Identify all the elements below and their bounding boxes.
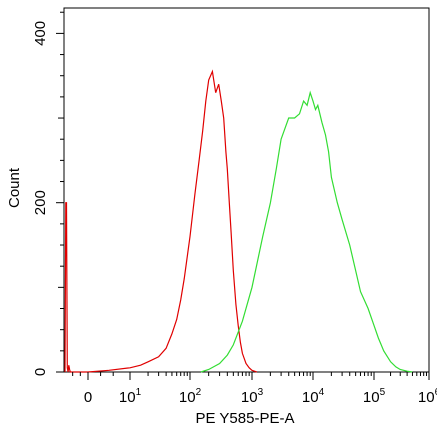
y-tick-label: 400 <box>32 21 49 46</box>
histogram-series-1 <box>64 69 258 373</box>
plot-frame-rect <box>63 7 430 373</box>
histogram-series-2 <box>200 90 413 373</box>
y-axis-label: Count <box>6 167 23 208</box>
x-tick-label: 105 <box>363 387 386 406</box>
x-tick-label: 103 <box>241 387 264 406</box>
y-tick-label: 0 <box>32 368 49 376</box>
y-axis: 0 200 400 <box>32 11 64 376</box>
plot-frame <box>63 7 430 373</box>
y-tick-label: 200 <box>32 190 49 215</box>
x-axis-label: PE Y585-PE-A <box>196 410 295 427</box>
x-tick-label: 0 <box>84 389 92 406</box>
x-tick-label: 102 <box>179 387 202 406</box>
series-layer <box>64 69 413 373</box>
x-axis: 0 101 102 103 104 105 106 <box>72 372 437 406</box>
x-tick-label: 106 <box>418 387 437 406</box>
x-tick-label: 101 <box>119 387 142 406</box>
x-tick-label: 104 <box>302 387 325 406</box>
